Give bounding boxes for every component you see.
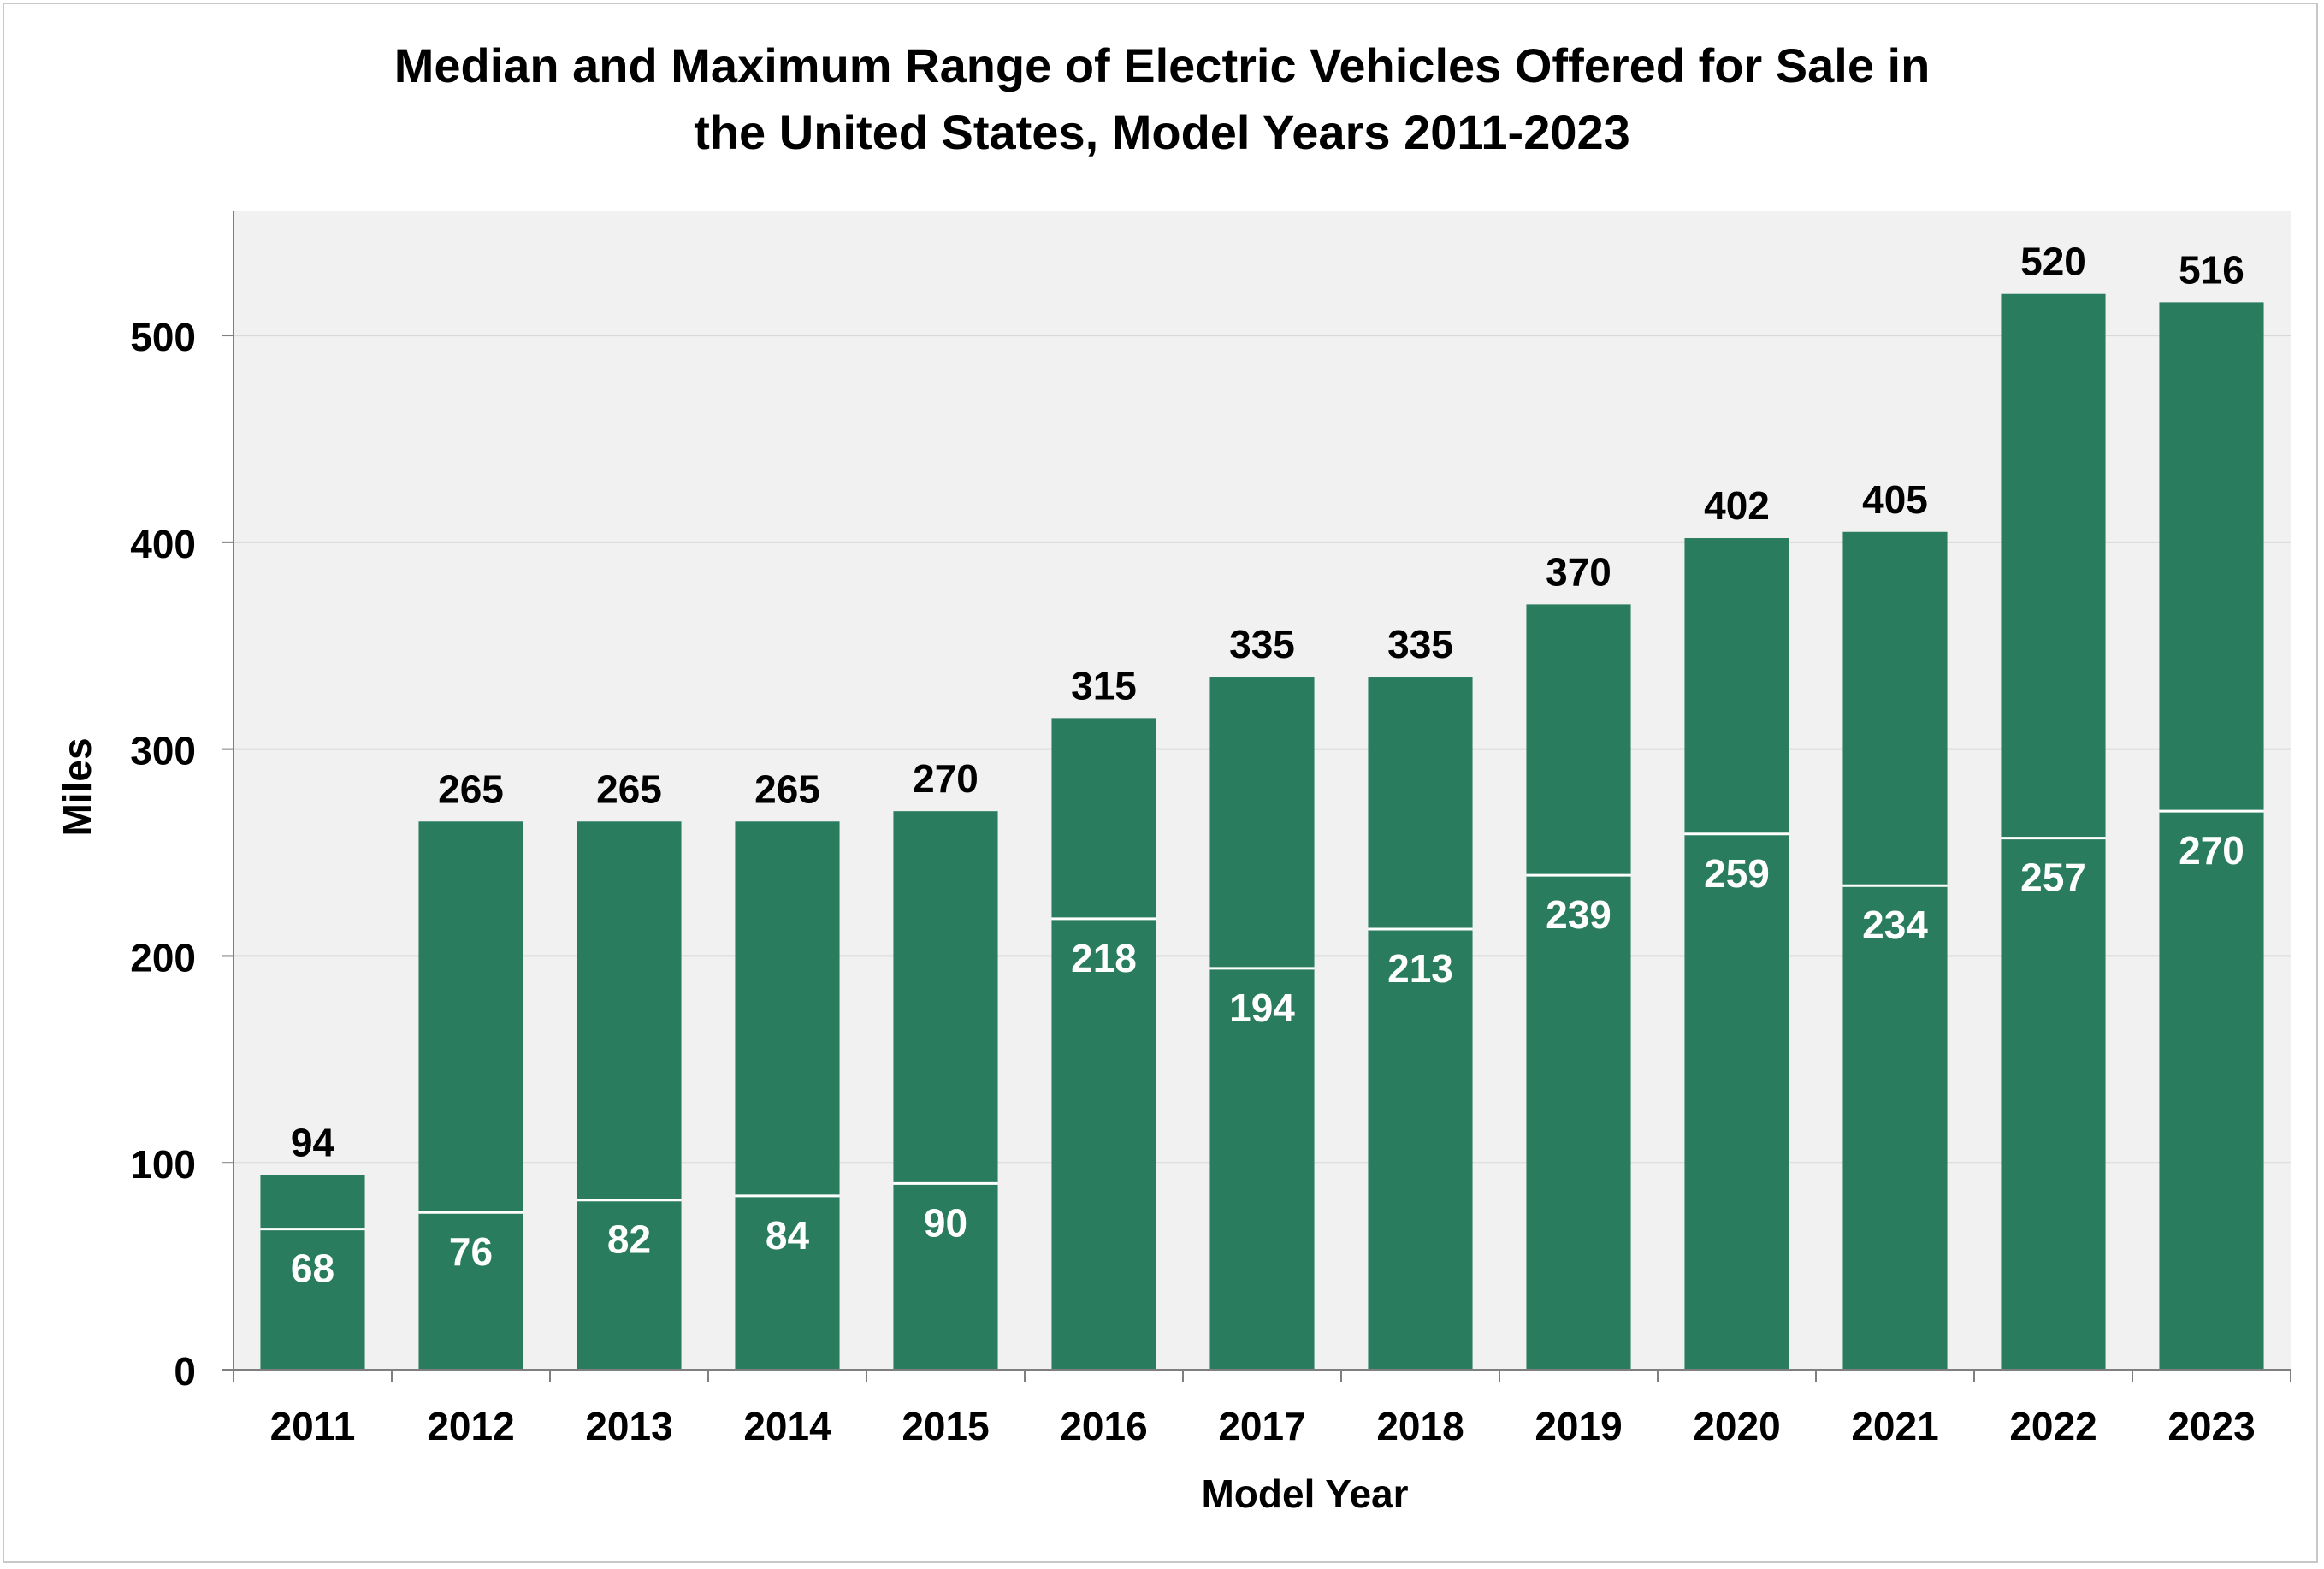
bar-maximum-2015 <box>893 811 998 1370</box>
data-label-maximum: 94 <box>291 1121 335 1165</box>
chart-title-line-2: the United States, Model Years 2011-2023 <box>694 105 1630 159</box>
data-label-median: 234 <box>1862 903 1928 947</box>
bar-maximum-2023 <box>2159 302 2264 1370</box>
data-label-median: 90 <box>924 1200 967 1245</box>
bar-maximum-2011 <box>260 1175 365 1370</box>
x-tick-label: 2013 <box>585 1404 672 1448</box>
data-label-maximum: 516 <box>2179 247 2244 292</box>
bar-maximum-2018 <box>1368 677 1473 1370</box>
data-label-maximum: 405 <box>1862 477 1928 522</box>
data-label-median: 213 <box>1387 946 1453 991</box>
bar-maximum-2020 <box>1684 538 1789 1370</box>
data-label-median: 218 <box>1071 936 1137 980</box>
bar-maximum-2016 <box>1051 718 1156 1370</box>
y-tick-label: 300 <box>130 729 196 773</box>
data-label-median: 259 <box>1704 851 1770 896</box>
data-label-median: 84 <box>766 1213 810 1258</box>
data-label-median: 270 <box>2179 828 2244 873</box>
bar-maximum-2019 <box>1526 604 1631 1370</box>
bar-maximum-2017 <box>1209 677 1315 1370</box>
chart-title: Median and Maximum Range of Electric Veh… <box>0 33 2324 166</box>
data-label-median: 257 <box>2020 856 2086 900</box>
data-label-maximum: 265 <box>596 767 662 811</box>
x-tick-label: 2011 <box>270 1404 356 1448</box>
labels: 0 100 200 300 400 500 94 68 2011 265 76 2012 265 82 20… <box>130 240 2255 1448</box>
x-tick-label: 2018 <box>1376 1404 1464 1448</box>
data-label-maximum: 265 <box>438 767 504 811</box>
x-tick-label: 2023 <box>2167 1404 2255 1448</box>
data-label-maximum: 370 <box>1546 549 1611 594</box>
bars <box>260 293 2264 1370</box>
data-label-maximum: 402 <box>1704 483 1770 528</box>
data-label-median: 82 <box>607 1217 651 1262</box>
data-label-maximum: 270 <box>913 756 979 801</box>
x-tick-label: 2021 <box>1851 1404 1938 1448</box>
bar-maximum-2022 <box>2001 293 2106 1370</box>
bar-maximum-2013 <box>577 821 682 1370</box>
data-label-maximum: 265 <box>754 767 820 811</box>
x-axis-title: Model Year <box>1201 1471 1408 1516</box>
x-tick-label: 2022 <box>2009 1404 2096 1448</box>
bar-maximum-2021 <box>1842 531 1948 1370</box>
data-label-maximum: 315 <box>1071 663 1137 708</box>
chart-title-line-1: Median and Maximum Range of Electric Veh… <box>393 38 1931 92</box>
data-label-median: 68 <box>291 1246 334 1291</box>
data-label-median: 194 <box>1229 986 1295 1030</box>
axes <box>222 211 2291 1382</box>
bar-maximum-2012 <box>418 821 523 1370</box>
x-tick-label: 2019 <box>1535 1404 1622 1448</box>
x-tick-label: 2020 <box>1693 1404 1780 1448</box>
y-tick-label: 100 <box>130 1142 196 1187</box>
data-label-maximum: 335 <box>1229 622 1295 666</box>
y-tick-label: 200 <box>130 935 196 980</box>
x-tick-label: 2017 <box>1218 1404 1305 1448</box>
data-label-median: 239 <box>1546 892 1611 937</box>
x-tick-label: 2012 <box>427 1404 514 1448</box>
bar-maximum-2014 <box>735 821 840 1370</box>
data-label-median: 76 <box>449 1229 493 1274</box>
y-axis-title: Miles <box>55 737 99 836</box>
data-label-maximum: 335 <box>1387 622 1453 666</box>
x-tick-label: 2016 <box>1060 1404 1147 1448</box>
y-tick-label: 500 <box>130 315 196 359</box>
y-tick-label: 0 <box>174 1349 196 1394</box>
x-tick-label: 2014 <box>743 1404 831 1448</box>
x-tick-label: 2015 <box>902 1404 989 1448</box>
data-label-maximum: 520 <box>2020 240 2086 284</box>
y-tick-label: 400 <box>130 522 196 566</box>
